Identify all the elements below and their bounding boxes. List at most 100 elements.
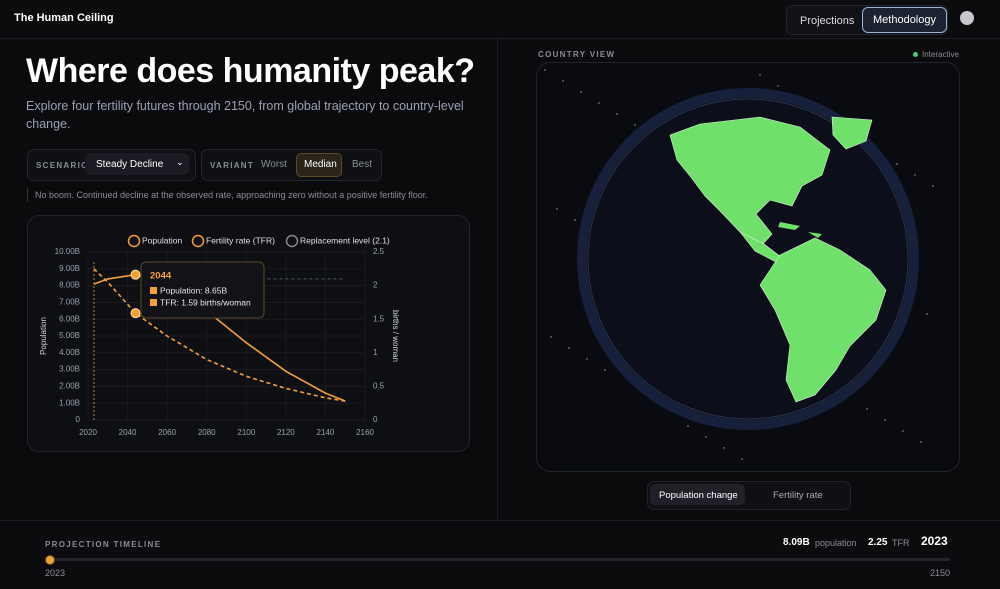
hero-subtitle: Explore four fertility futures through 2… xyxy=(26,99,464,131)
star xyxy=(616,113,618,115)
star xyxy=(741,458,743,460)
x-tick-label: 2100 xyxy=(237,428,255,437)
globe-halo xyxy=(577,88,919,430)
x-tick-label: 2020 xyxy=(79,428,97,437)
y-tick-label: 8.00B xyxy=(59,281,80,290)
variant-selected[interactable] xyxy=(296,153,342,177)
star xyxy=(914,174,916,176)
y2-tick-label: 0.5 xyxy=(373,382,385,391)
tooltip-swatch xyxy=(150,287,157,294)
scenario-note: No boom. Continued decline at the observ… xyxy=(35,190,428,200)
timeline-label: PROJECTION TIMELINE xyxy=(45,540,162,549)
star xyxy=(556,208,558,210)
legend-swatch xyxy=(127,234,141,248)
x-tick-label: 2140 xyxy=(317,428,335,437)
star xyxy=(604,369,606,371)
x-tick-label: 2080 xyxy=(198,428,216,437)
south-america xyxy=(759,237,887,403)
map-badge: Interactive xyxy=(922,50,959,59)
star xyxy=(574,219,576,221)
tab-active[interactable] xyxy=(650,484,745,505)
x-tick-label: 2160 xyxy=(356,428,374,437)
y2-tick-label: 0 xyxy=(373,415,378,424)
tooltip-line: TFR: 1.59 births/woman xyxy=(160,297,251,307)
star xyxy=(687,425,689,427)
star xyxy=(550,336,552,338)
y-tick-label: 4.00B xyxy=(59,348,80,357)
live-dot xyxy=(913,52,918,57)
y-tick-label: 9.00B xyxy=(59,264,80,273)
globe xyxy=(577,88,919,430)
star xyxy=(926,313,928,315)
github-icon[interactable] xyxy=(960,11,974,25)
hover-point xyxy=(130,308,141,319)
y2-tick-label: 2 xyxy=(373,281,378,290)
star xyxy=(568,347,570,349)
variant-label: VARIANT xyxy=(210,161,255,170)
star xyxy=(884,419,886,421)
select-caret: ⌄ xyxy=(176,157,184,167)
legend-label: Population xyxy=(142,235,182,245)
greenland xyxy=(831,116,873,150)
star xyxy=(866,408,868,410)
variant-group xyxy=(201,149,382,181)
y-tick-label: 1.00B xyxy=(59,398,80,407)
timeline-start: 2023 xyxy=(45,568,66,578)
y-axis-label: Population xyxy=(39,317,48,355)
stat-tfr-unit: TFR xyxy=(892,538,910,548)
star xyxy=(705,436,707,438)
tab-fertility[interactable]: Fertility rate xyxy=(773,490,823,501)
timeline-track[interactable] xyxy=(50,558,950,561)
variant-best[interactable]: Best xyxy=(352,159,373,170)
star xyxy=(562,80,564,82)
x-tick-label: 2120 xyxy=(277,428,295,437)
north-america xyxy=(669,116,831,246)
tab-population[interactable]: Population change xyxy=(659,490,738,501)
star xyxy=(759,74,761,76)
brand[interactable]: The Human Ceiling xyxy=(14,12,114,24)
chart-card xyxy=(27,215,470,452)
star xyxy=(634,124,636,126)
x-tick-label: 2060 xyxy=(158,428,176,437)
stat-tfr: 2.25 xyxy=(868,537,888,548)
divider xyxy=(497,39,498,520)
stat-population-unit: population xyxy=(815,538,857,548)
tooltip-swatch xyxy=(150,299,157,306)
tooltip-box xyxy=(140,261,265,319)
scenario-value: Steady Decline xyxy=(96,159,164,170)
scenario-select[interactable] xyxy=(85,153,189,175)
y2-tick-label: 1 xyxy=(373,348,378,357)
star xyxy=(586,358,588,360)
legend-swatch xyxy=(285,234,299,248)
y2-tick-label: 2.5 xyxy=(373,247,385,256)
nav-projections[interactable]: Projections xyxy=(800,15,855,27)
legend-label: Fertility rate (TFR) xyxy=(206,235,275,245)
star xyxy=(723,447,725,449)
star xyxy=(544,69,546,71)
y-tick-label: 7.00B xyxy=(59,298,80,307)
variant-worst[interactable]: Worst xyxy=(261,159,287,170)
y2-tick-label: 1.5 xyxy=(373,314,385,323)
variant-median[interactable]: Median xyxy=(304,159,337,170)
timeline-bar xyxy=(0,520,1000,589)
y-tick-label: 6.00B xyxy=(59,314,80,323)
y-tick-label: 3.00B xyxy=(59,365,80,374)
star xyxy=(932,185,934,187)
legend-label: Replacement level (2.1) xyxy=(300,235,390,245)
hover-point xyxy=(130,269,141,280)
timeline-end: 2150 xyxy=(930,568,951,578)
star xyxy=(902,430,904,432)
star xyxy=(920,441,922,443)
timeline-handle[interactable] xyxy=(45,555,55,565)
stat-year: 2023 xyxy=(921,534,948,548)
map-label: COUNTRY VIEW xyxy=(538,50,616,59)
star xyxy=(777,85,779,87)
star xyxy=(580,91,582,93)
nav-methodology[interactable]: Methodology xyxy=(862,7,947,33)
star xyxy=(896,163,898,165)
y-tick-label: 5.00B xyxy=(59,331,80,340)
hero-title: Where does humanity peak? xyxy=(26,52,475,90)
star xyxy=(598,102,600,104)
tooltip-line: Population: 8.65B xyxy=(160,285,227,295)
